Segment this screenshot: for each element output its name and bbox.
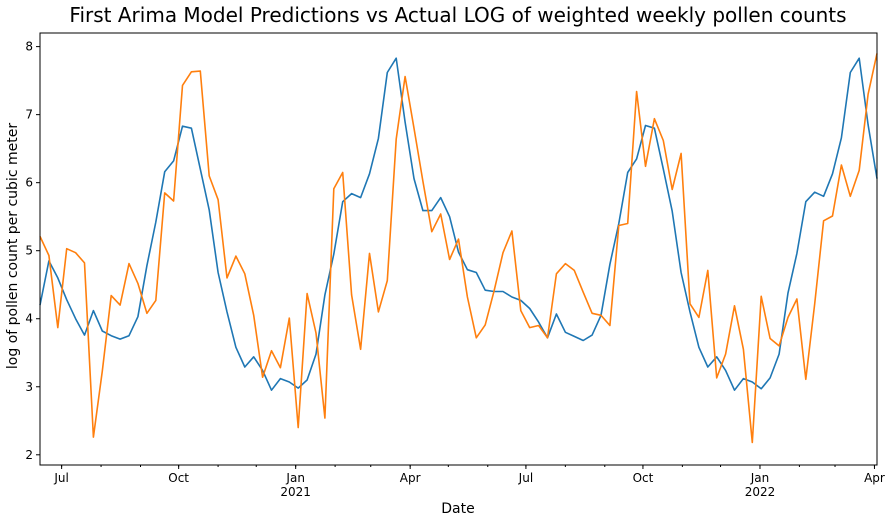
y-axis: 2 3 4 5 6 7 8 — [25, 40, 40, 462]
y-tick-label: 4 — [25, 312, 33, 326]
x-tick-label: Jan — [285, 471, 305, 485]
chart-title: First Arima Model Predictions vs Actual … — [69, 3, 846, 27]
y-tick-label: 3 — [25, 380, 33, 394]
plot-frame — [39, 32, 878, 466]
y-tick-label: 8 — [25, 40, 33, 54]
x-tick-label: Jul — [53, 471, 68, 485]
x-tick-year-label: 2022 — [745, 485, 776, 499]
plot-series — [39, 53, 878, 444]
x-axis-label: Date — [441, 501, 474, 517]
x-tick-year-label: 2021 — [280, 485, 311, 499]
y-tick-label: 2 — [25, 448, 33, 462]
x-tick-label: Jul — [518, 471, 533, 485]
series-line-1 — [39, 57, 878, 392]
y-axis-label: log of pollen count per cubic meter — [5, 123, 21, 369]
y-tick-label: 7 — [25, 108, 33, 122]
y-tick-label: 6 — [25, 176, 33, 190]
x-tick-label: Jan — [750, 471, 770, 485]
x-tick-label: Apr — [864, 471, 885, 485]
x-tick-label: Apr — [400, 471, 421, 485]
x-tick-label: Oct — [633, 471, 654, 485]
series-line-2 — [39, 53, 878, 444]
y-tick-label: 5 — [25, 244, 33, 258]
x-tick-label: Oct — [168, 471, 189, 485]
